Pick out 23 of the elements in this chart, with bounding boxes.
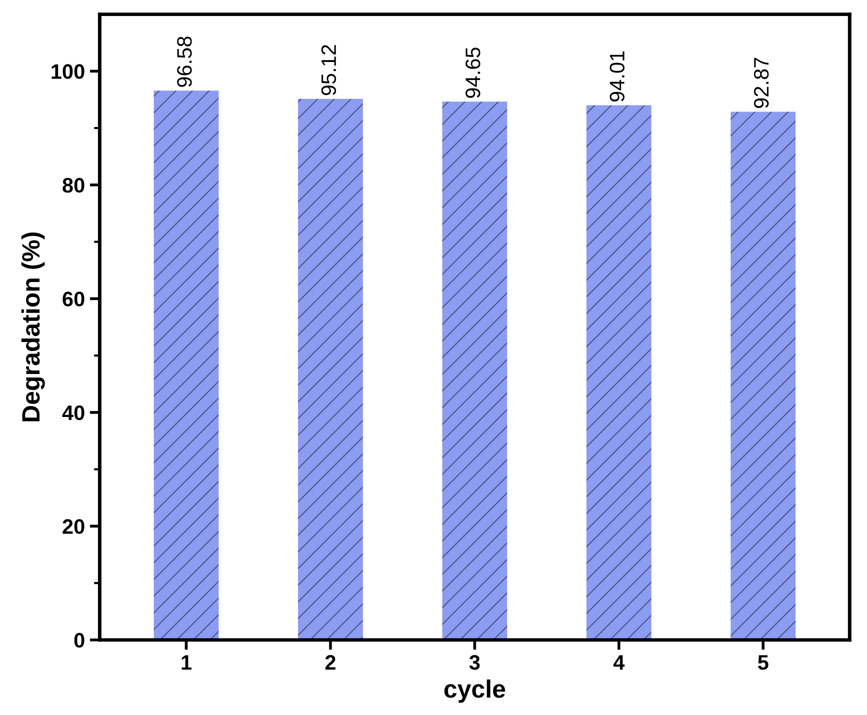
bar xyxy=(298,98,363,640)
x-axis-title: cycle xyxy=(444,679,506,703)
x-tick-label: 1 xyxy=(182,655,192,670)
bar xyxy=(730,112,796,640)
y-tick-label: 0 xyxy=(74,632,84,648)
data-label: 92.87 xyxy=(754,58,769,108)
y-axis-title: Degradation (%) xyxy=(21,232,45,422)
x-tick-label: 3 xyxy=(469,655,480,670)
data-label: 94.01 xyxy=(610,51,624,102)
bar xyxy=(586,105,652,640)
y-tick-label: 40 xyxy=(62,405,84,420)
x-tick-label: 4 xyxy=(613,655,625,670)
bar xyxy=(442,102,508,640)
y-tick-label: 60 xyxy=(62,292,84,306)
data-label: 95.12 xyxy=(321,45,336,96)
y-tick-label: 80 xyxy=(62,178,84,193)
bar xyxy=(154,90,219,640)
data-label: 96.58 xyxy=(177,36,192,87)
data-label: 94.65 xyxy=(466,48,480,98)
y-tick-label: 20 xyxy=(62,519,84,534)
y-tick-label: 100 xyxy=(52,64,84,79)
x-tick-label: 5 xyxy=(758,655,768,670)
x-tick-label: 2 xyxy=(325,655,336,670)
